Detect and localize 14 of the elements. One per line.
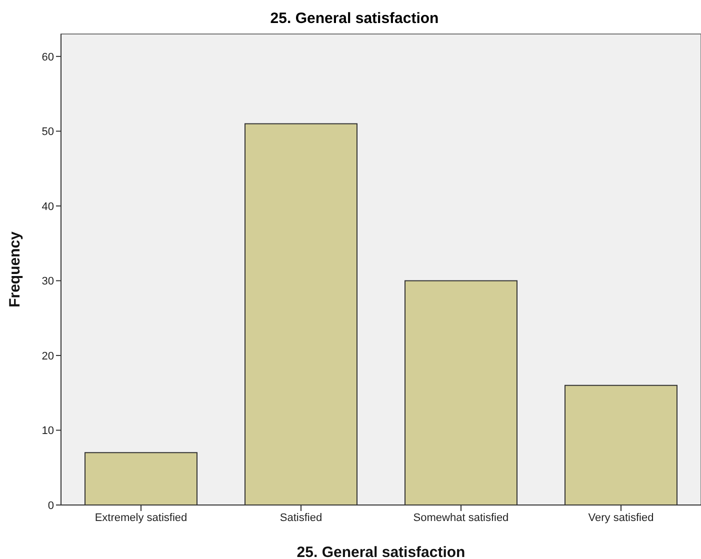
chart-title: 25. General satisfaction bbox=[269, 10, 440, 27]
y-tick-label: 10 bbox=[42, 425, 54, 438]
y-tick-label: 20 bbox=[42, 350, 54, 362]
y-axis-title: Frequency bbox=[6, 230, 24, 308]
y-tick-label: 0 bbox=[48, 500, 54, 512]
x-axis-title: 25. General satisfaction bbox=[296, 544, 466, 559]
x-tick-label: Extremely satisfied bbox=[94, 512, 188, 524]
y-tick-label: 60 bbox=[42, 51, 54, 64]
y-tick-label: 30 bbox=[42, 276, 54, 288]
x-tick-label: Satisfied bbox=[280, 512, 322, 524]
x-tick-label: Somewhat satisfied bbox=[413, 512, 509, 524]
x-tick-label: Very satisfied bbox=[588, 512, 654, 524]
y-tick-label: 50 bbox=[42, 126, 54, 138]
y-tick-label: 40 bbox=[42, 200, 54, 213]
